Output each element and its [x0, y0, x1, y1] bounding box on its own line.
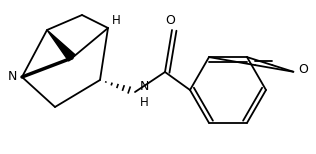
- Text: O: O: [298, 63, 308, 76]
- Text: H: H: [112, 14, 120, 26]
- Text: N: N: [7, 71, 17, 83]
- Text: O: O: [165, 14, 175, 26]
- Text: N: N: [140, 81, 149, 93]
- Polygon shape: [47, 30, 75, 61]
- Text: H: H: [140, 95, 149, 109]
